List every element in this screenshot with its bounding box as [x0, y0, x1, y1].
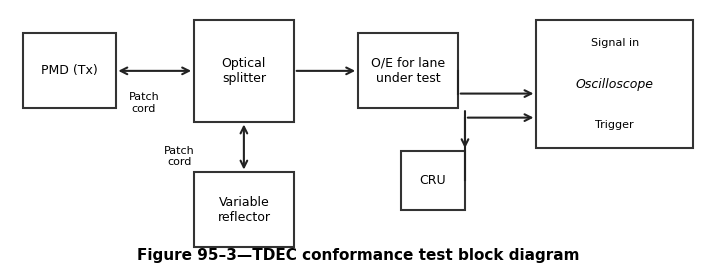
Text: Patch
cord: Patch cord — [129, 92, 160, 114]
Text: CRU: CRU — [420, 174, 446, 187]
FancyBboxPatch shape — [358, 33, 458, 108]
FancyBboxPatch shape — [536, 20, 693, 148]
Text: Variable
reflector: Variable reflector — [218, 196, 271, 224]
Text: Signal in: Signal in — [591, 38, 639, 48]
Text: Patch
cord: Patch cord — [164, 146, 195, 167]
FancyBboxPatch shape — [194, 20, 294, 122]
FancyBboxPatch shape — [401, 151, 465, 210]
Text: Oscilloscope: Oscilloscope — [576, 78, 654, 91]
Text: Trigger: Trigger — [596, 120, 634, 130]
Text: Optical
splitter: Optical splitter — [222, 57, 266, 85]
FancyBboxPatch shape — [194, 173, 294, 247]
Text: Figure 95–3—TDEC conformance test block diagram: Figure 95–3—TDEC conformance test block … — [137, 248, 579, 263]
Text: O/E for lane
under test: O/E for lane under test — [371, 57, 445, 85]
Text: PMD (Tx): PMD (Tx) — [41, 64, 97, 77]
FancyBboxPatch shape — [23, 33, 115, 108]
